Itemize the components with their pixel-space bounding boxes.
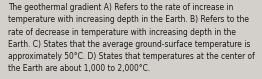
- Text: temperature with increasing depth in the Earth. B) Refers to the: temperature with increasing depth in the…: [8, 15, 249, 24]
- Text: Earth. C) States that the average ground-surface temperature is: Earth. C) States that the average ground…: [8, 40, 250, 49]
- Text: approximately 50°C. D) States that temperatures at the center of: approximately 50°C. D) States that tempe…: [8, 52, 255, 61]
- Text: the Earth are about 1,000 to 2,000°C.: the Earth are about 1,000 to 2,000°C.: [8, 64, 150, 73]
- Text: The geothermal gradient A) Refers to the rate of increase in: The geothermal gradient A) Refers to the…: [8, 3, 233, 12]
- Text: rate of decrease in temperature with increasing depth in the: rate of decrease in temperature with inc…: [8, 28, 236, 37]
